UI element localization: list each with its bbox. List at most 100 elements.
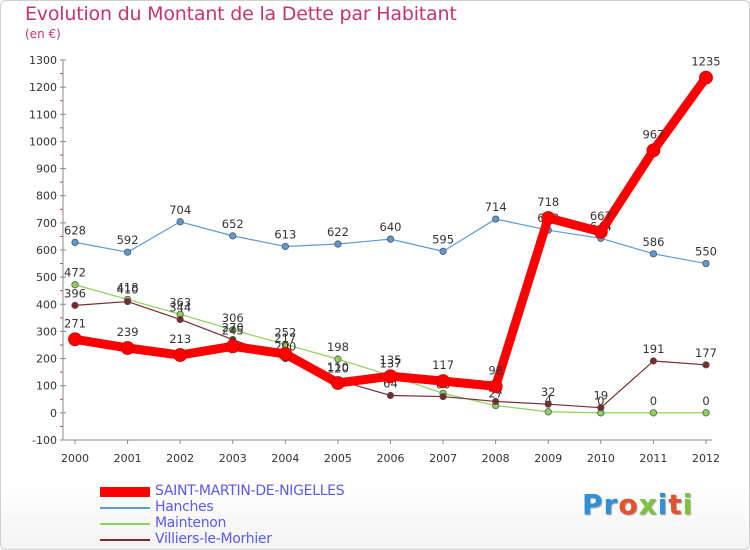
data-label: 410 xyxy=(117,283,139,297)
data-label: 191 xyxy=(642,342,664,356)
data-point xyxy=(225,339,240,354)
legend-swatch-villiers xyxy=(100,539,150,541)
data-point xyxy=(173,348,188,362)
data-label: 550 xyxy=(695,245,717,259)
data-label: 0 xyxy=(650,394,657,408)
data-point xyxy=(541,211,556,225)
data-label: 718 xyxy=(537,195,559,209)
data-label: 418 xyxy=(117,280,139,294)
data-point xyxy=(646,143,661,158)
data-label: 595 xyxy=(432,232,454,246)
legend-label-maintenon: Maintenon xyxy=(155,515,227,531)
data-point xyxy=(176,315,184,324)
data-point xyxy=(386,391,395,400)
data-label: 135 xyxy=(380,353,402,367)
x-tick-label: 2005 xyxy=(324,452,352,465)
logo-letter: i xyxy=(657,488,669,521)
data-point xyxy=(334,240,342,248)
data-point xyxy=(702,409,710,417)
y-tick-label: 800 xyxy=(36,190,57,203)
data-label: 344 xyxy=(169,300,191,314)
data-label: 640 xyxy=(380,220,402,234)
data-label: 472 xyxy=(64,266,86,280)
x-tick-label: 2004 xyxy=(271,452,299,465)
logo-letter: P xyxy=(582,488,604,521)
data-label: 177 xyxy=(695,346,717,360)
data-label: 198 xyxy=(327,340,349,354)
x-tick-label: 2011 xyxy=(639,452,667,465)
x-tick-label: 2001 xyxy=(114,452,142,465)
x-tick-label: 2006 xyxy=(377,452,405,465)
series-3: 271 239 213 245 217 110 135 117 98 718 667 967 1235 xyxy=(64,55,721,394)
data-label: 137 xyxy=(380,357,402,371)
data-label: 622 xyxy=(327,225,349,239)
logo-letter: i xyxy=(682,488,694,521)
data-point xyxy=(702,361,710,369)
data-label: 213 xyxy=(169,332,191,346)
data-label: 592 xyxy=(117,233,139,247)
data-label: 120 xyxy=(327,361,349,375)
data-point xyxy=(702,259,710,268)
data-point xyxy=(386,235,395,243)
data-point xyxy=(68,332,82,347)
data-label: 19 xyxy=(594,389,609,403)
data-label: 270 xyxy=(222,321,244,335)
legend-label-saint-martin: SAINT-MARTIN-DE-NIGELLES xyxy=(155,483,345,499)
logo-letter: t xyxy=(668,488,683,521)
data-point xyxy=(229,232,237,240)
data-point xyxy=(649,250,658,258)
y-tick-label: 1000 xyxy=(29,135,57,148)
data-label: 239 xyxy=(117,325,139,339)
data-label: 98 xyxy=(488,363,503,377)
data-point xyxy=(439,247,447,255)
x-tick-label: 2000 xyxy=(61,452,89,465)
data-point xyxy=(488,379,503,394)
data-label: 667 xyxy=(590,209,612,223)
y-tick-label: 1100 xyxy=(29,108,57,121)
y-tick-label: 200 xyxy=(36,353,57,366)
data-label: 306 xyxy=(222,311,244,325)
y-tick-label: 700 xyxy=(36,217,57,230)
data-point xyxy=(649,357,658,365)
data-point xyxy=(544,408,552,416)
data-point xyxy=(492,397,500,406)
data-point xyxy=(699,70,713,85)
proxiti-logo: Proxiti xyxy=(582,488,693,521)
legend-label-villiers: Villiers-le-Morhier xyxy=(155,531,272,547)
y-tick-label: -100 xyxy=(32,434,57,447)
data-point xyxy=(123,297,132,306)
x-tick-label: 2003 xyxy=(219,452,247,465)
x-tick-label: 2007 xyxy=(429,452,457,465)
data-label: 613 xyxy=(274,227,296,241)
logo-letter: r xyxy=(603,488,619,521)
data-label: 0 xyxy=(597,394,604,408)
series-1: 47241836330625219813772274000 xyxy=(64,266,710,417)
data-label: 704 xyxy=(169,203,191,217)
data-point xyxy=(331,376,345,390)
data-label: 245 xyxy=(222,323,244,337)
data-label: 117 xyxy=(432,358,454,372)
data-label: 1235 xyxy=(691,55,720,69)
data-label: 714 xyxy=(485,200,507,214)
legend-swatch-hanches xyxy=(100,507,150,509)
data-point xyxy=(593,224,608,239)
y-tick-label: 400 xyxy=(36,298,57,311)
data-label: 652 xyxy=(222,217,244,231)
x-tick-label: 2010 xyxy=(587,452,615,465)
x-tick-label: 2008 xyxy=(482,452,510,465)
data-label: 586 xyxy=(642,235,664,249)
data-point xyxy=(229,326,237,334)
data-point xyxy=(544,400,552,408)
chart-title: Evolution du Montant de la Dette par Hab… xyxy=(25,3,457,25)
data-label: 271 xyxy=(64,316,86,330)
y-tick-label: 0 xyxy=(50,407,57,420)
y-tick-label: 600 xyxy=(36,244,57,257)
data-point xyxy=(123,248,132,256)
data-label: 4 xyxy=(545,393,552,407)
legend-label-hanches: Hanches xyxy=(155,499,214,515)
data-label: 32 xyxy=(541,385,556,399)
data-point xyxy=(492,215,500,223)
data-label: 110 xyxy=(327,360,349,374)
